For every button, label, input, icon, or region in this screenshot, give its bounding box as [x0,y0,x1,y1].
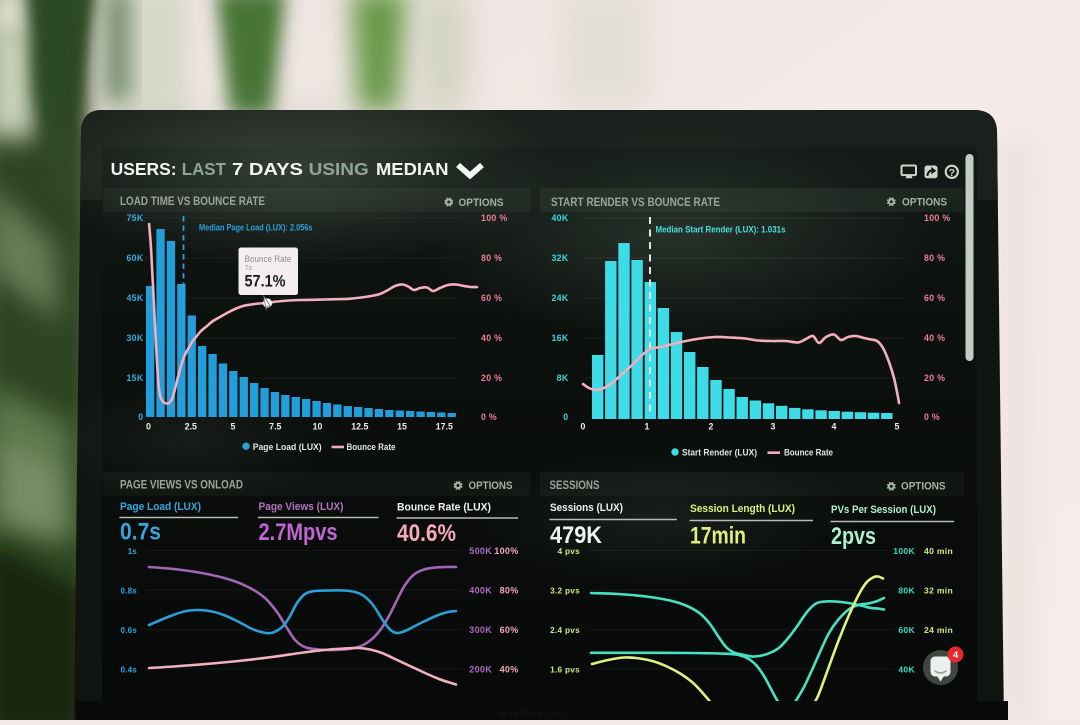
svg-text:OPTIONS: OPTIONS [902,197,947,209]
svg-text:0.8s: 0.8s [121,587,138,596]
svg-text:32 min: 32 min [924,586,953,596]
svg-text:5: 5 [231,422,236,432]
svg-text:7 DAYS: 7 DAYS [232,159,303,179]
svg-text:0.6s: 0.6s [121,626,138,635]
svg-text:3: 3 [771,422,776,432]
svg-text:12.5: 12.5 [351,422,368,432]
svg-text:0 %: 0 % [481,412,497,422]
svg-text:10: 10 [313,422,323,432]
svg-text:PAGE VIEWS VS ONLOAD: PAGE VIEWS VS ONLOAD [120,480,243,492]
svg-text:OPTIONS: OPTIONS [459,197,504,209]
svg-text:4: 4 [832,422,837,432]
svg-text:20 %: 20 % [924,373,945,383]
svg-text:Median Start Render (LUX): 1.0: Median Start Render (LUX): 1.031s [656,225,786,235]
svg-text:Bounce Rate: Bounce Rate [347,442,396,452]
svg-text:Page Load (LUX): Page Load (LUX) [253,442,322,452]
svg-text:4: 4 [953,650,959,661]
svg-text:100K: 100K [893,546,915,556]
svg-text:?: ? [949,167,955,179]
svg-text:24K: 24K [551,293,568,303]
svg-text:20 %: 20 % [481,373,502,383]
svg-text:Session Length (LUX): Session Length (LUX) [690,503,795,515]
svg-text:15: 15 [397,422,407,432]
svg-text:40.6%: 40.6% [397,520,456,547]
svg-text:0: 0 [581,422,586,432]
svg-text:40K: 40K [898,665,915,675]
svg-text:24 min: 24 min [924,625,953,635]
svg-text:1.6 pvs: 1.6 pvs [550,666,580,675]
svg-text:15K: 15K [126,373,143,383]
svg-text:40 %: 40 % [924,333,945,343]
svg-text:LAST: LAST [182,159,226,179]
svg-text:Start Render (LUX): Start Render (LUX) [682,448,757,458]
svg-text:2.4 pvs: 2.4 pvs [550,626,580,635]
svg-text:0: 0 [563,412,568,422]
svg-text:60%: 60% [500,625,519,635]
svg-text:40 min: 40 min [924,546,953,556]
svg-text:100 %: 100 % [924,213,950,223]
svg-text:PVs Per Session (LUX): PVs Per Session (LUX) [831,504,936,516]
svg-text:0: 0 [146,422,151,432]
svg-text:START RENDER VS BOUNCE RATE: START RENDER VS BOUNCE RATE [551,197,720,209]
svg-text:40 %: 40 % [481,333,502,343]
svg-text:5: 5 [895,422,900,432]
svg-text:SESSIONS: SESSIONS [550,480,600,492]
svg-text:80 %: 80 % [924,253,945,263]
svg-text:17.5: 17.5 [436,422,453,432]
svg-text:75K: 75K [126,213,143,223]
svg-text:7s: 7s [245,265,253,272]
svg-text:40%: 40% [500,665,519,675]
svg-text:Sessions (LUX): Sessions (LUX) [550,502,623,514]
svg-text:1: 1 [645,422,650,432]
svg-text:45K: 45K [126,293,143,303]
svg-text:0.7s: 0.7s [120,519,161,546]
svg-text:3.2 pvs: 3.2 pvs [550,587,580,596]
svg-text:57.1%: 57.1% [245,272,286,291]
svg-text:32K: 32K [551,253,568,263]
svg-text:Median Page Load (LUX): 2.056s: Median Page Load (LUX): 2.056s [199,223,313,233]
svg-text:80%: 80% [500,586,519,596]
svg-text:OPTIONS: OPTIONS [469,480,513,492]
svg-text:80 %: 80 % [481,253,502,263]
svg-text:500K: 500K [469,546,492,556]
svg-text:MEDIAN: MEDIAN [376,159,449,179]
svg-text:8K: 8K [557,373,569,383]
svg-text:60K: 60K [898,625,915,635]
svg-text:60 %: 60 % [924,293,945,303]
svg-text:60 %: 60 % [481,293,502,303]
svg-text:300K: 300K [469,625,492,635]
svg-text:7.5: 7.5 [269,422,281,432]
svg-text:USERS:: USERS: [111,159,177,179]
svg-text:Bounce Rate: Bounce Rate [245,254,292,264]
svg-text:Page Views (LUX): Page Views (LUX) [259,501,344,513]
svg-text:4 pvs: 4 pvs [558,547,581,556]
svg-text:OPTIONS: OPTIONS [901,481,946,493]
svg-text:USING: USING [309,159,369,179]
svg-text:Bounce Rate (LUX): Bounce Rate (LUX) [397,502,491,514]
svg-text:16K: 16K [551,333,568,343]
svg-text:MacBook Pro: MacBook Pro [499,709,564,719]
svg-text:0.4s: 0.4s [121,666,138,675]
svg-text:479K: 479K [550,522,603,549]
svg-text:17min: 17min [690,523,746,550]
svg-text:2.5: 2.5 [185,422,197,432]
svg-text:2pvs: 2pvs [831,523,876,550]
svg-text:60K: 60K [126,253,143,263]
svg-text:200K: 200K [469,665,492,675]
svg-text:2.7Mpvs: 2.7Mpvs [259,519,338,546]
svg-text:100 %: 100 % [481,213,507,223]
svg-text:80K: 80K [898,586,915,596]
svg-text:0: 0 [138,412,143,422]
svg-text:30K: 30K [126,333,143,343]
svg-text:Page Load (LUX): Page Load (LUX) [120,501,201,513]
svg-text:LOAD TIME VS BOUNCE RATE: LOAD TIME VS BOUNCE RATE [120,196,265,208]
svg-text:100%: 100% [494,546,518,556]
svg-text:0 %: 0 % [924,412,940,422]
svg-text:40K: 40K [551,213,568,223]
svg-text:400K: 400K [469,586,492,596]
svg-text:2: 2 [709,422,714,432]
svg-text:Bounce Rate: Bounce Rate [784,448,833,458]
svg-text:1s: 1s [128,547,138,556]
